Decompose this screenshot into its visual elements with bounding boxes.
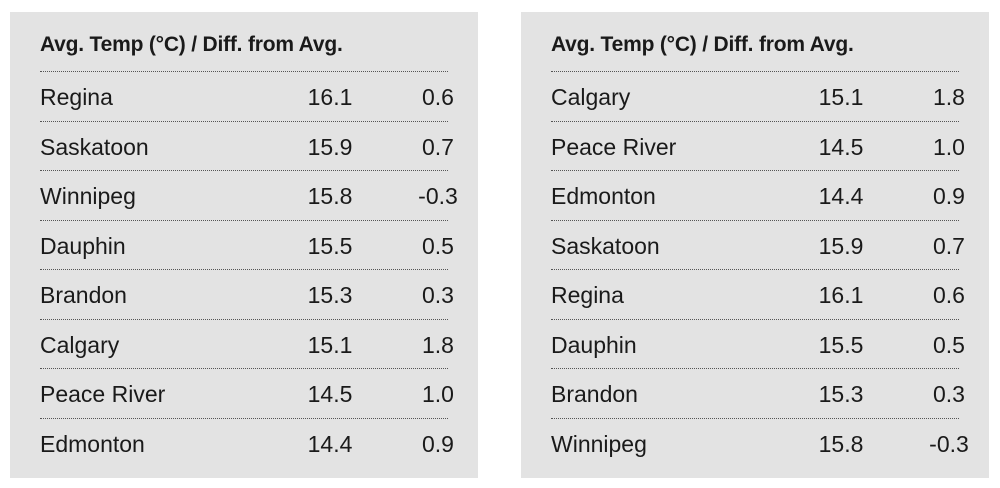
city-cell: Saskatoon [551,232,660,259]
diff-cell: 0.5 [422,232,454,259]
diff-cell: 1.8 [422,331,454,358]
diff-cell: 1.8 [933,84,965,110]
temp-cell: 15.9 [307,133,353,160]
temp-cell: 15.5 [818,331,864,358]
city-cell: Calgary [40,331,120,358]
city-cell: Peace River [40,381,166,407]
temp-cell: 15.9 [818,232,864,259]
table-row: Brandon 15.3 0.3 [551,369,965,419]
diff-cell: 0.6 [422,84,454,110]
city-cell: Edmonton [40,430,145,457]
temp-cell: 15.5 [307,232,353,259]
table-row: Regina 16.1 0.6 [551,270,965,320]
table-row: Saskatoon 15.9 0.7 [551,221,965,270]
temp-cell: 14.5 [307,381,353,407]
temp-cell: 15.3 [818,381,864,407]
table-row: Edmonton 14.4 0.9 [40,419,454,469]
table-body: Calgary 15.1 1.8 Peace River 14.5 1.0 Edmont… [551,72,969,469]
temperature-table-by-difference-order: Avg. Temp (°C) / Diff. from Avg. Calgary… [521,12,989,478]
city-cell: Dauphin [551,331,637,358]
table-row: Peace River 14.5 1.0 [40,369,454,419]
table-row: Saskatoon 15.9 0.7 [40,122,454,171]
diff-cell: 0.9 [422,430,454,457]
table-row: Calgary 15.1 1.8 [551,72,965,122]
temp-cell: 15.8 [818,430,864,457]
diff-cell: 0.9 [933,183,965,209]
city-cell: Brandon [40,282,127,308]
diff-cell: 0.3 [933,381,965,407]
diff-cell: 0.5 [933,331,965,358]
table-header: Avg. Temp (°C) / Diff. from Avg. [551,32,959,72]
temp-cell: 16.1 [307,84,353,110]
diff-cell: -0.3 [418,183,458,209]
temp-cell: 15.3 [307,282,353,308]
table-header: Avg. Temp (°C) / Diff. from Avg. [40,32,448,72]
city-cell: Edmonton [551,183,656,209]
temp-cell: 15.8 [307,183,353,209]
diff-cell: 0.7 [422,133,454,160]
city-cell: Winnipeg [551,430,647,457]
city-cell: Regina [551,282,624,308]
city-cell: Dauphin [40,232,126,259]
diff-cell: 1.0 [422,381,454,407]
table-row: Dauphin 15.5 0.5 [551,320,965,369]
table-row: Calgary 15.1 1.8 [40,320,454,369]
city-cell: Saskatoon [40,133,149,160]
table-row: Winnipeg 15.8 -0.3 [40,171,458,221]
city-cell: Calgary [551,84,631,110]
table-body: Regina 16.1 0.6 Saskatoon 15.9 0.7 Winnipeg 1… [40,72,458,469]
temp-cell: 15.1 [818,84,864,110]
diff-cell: 1.0 [933,133,965,160]
city-cell: Peace River [551,133,677,160]
temp-cell: 14.4 [818,183,864,209]
diff-cell: -0.3 [929,430,969,457]
table-row: Dauphin 15.5 0.5 [40,221,454,270]
temperature-table-by-city-order: Avg. Temp (°C) / Diff. from Avg. Regina 1… [10,12,478,478]
temp-cell: 15.1 [307,331,353,358]
city-cell: Brandon [551,381,638,407]
city-cell: Winnipeg [40,183,136,209]
table-row: Winnipeg 15.8 -0.3 [551,419,969,469]
table-row: Peace River 14.5 1.0 [551,122,965,171]
temp-cell: 14.4 [307,430,353,457]
table-row: Regina 16.1 0.6 [40,72,454,122]
table-row: Edmonton 14.4 0.9 [551,171,965,221]
temp-cell: 14.5 [818,133,864,160]
temp-cell: 16.1 [818,282,864,308]
city-cell: Regina [40,84,113,110]
table-row: Brandon 15.3 0.3 [40,270,454,320]
diff-cell: 0.6 [933,282,965,308]
diff-cell: 0.3 [422,282,454,308]
diff-cell: 0.7 [933,232,965,259]
